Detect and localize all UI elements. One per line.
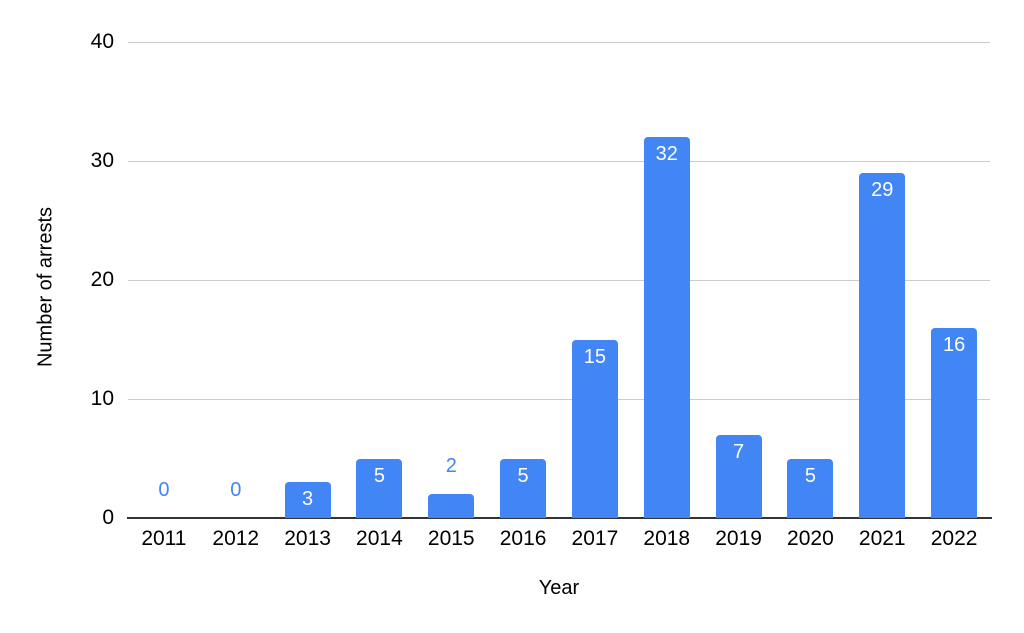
bar-2014 [356, 458, 403, 518]
bar-2016 [500, 458, 547, 518]
bar-value-label: 5 [804, 464, 816, 487]
gridline [128, 398, 990, 400]
bar-value-label: 3 [302, 488, 314, 511]
x-axis-title: Year [538, 577, 580, 599]
bar-value-label: 15 [583, 345, 607, 368]
bar-2013 [284, 482, 331, 518]
bar-value-label: 0 [230, 479, 242, 501]
x-tick-label: 2021 [858, 527, 906, 550]
bar-value-label: 16 [942, 333, 966, 356]
x-tick-label: 2012 [212, 527, 260, 550]
bar-2021 [859, 172, 906, 518]
x-tick-label: 2016 [499, 527, 547, 550]
bar-value-label: 32 [655, 143, 678, 166]
x-axis-baseline [127, 517, 992, 519]
x-tick-label: 2013 [284, 527, 331, 550]
bar-value-label: 7 [733, 440, 745, 463]
bar-2019 [715, 434, 762, 518]
x-tick-label: 2022 [930, 527, 978, 550]
y-tick-label: 0 [102, 506, 114, 529]
bar-2017 [571, 339, 618, 518]
x-tick-label: 2014 [356, 527, 403, 550]
y-tick-label: 10 [90, 387, 114, 410]
y-tick-label: 20 [90, 268, 114, 291]
gridline [128, 279, 990, 281]
bar-value-label: 5 [373, 464, 385, 487]
bar-2022 [931, 327, 978, 518]
x-tick-label: 2018 [643, 527, 691, 550]
x-tick-label: 2015 [427, 527, 475, 550]
y-tick-label: 30 [90, 149, 114, 172]
y-axis-title: Number of arrests [34, 206, 57, 368]
gridline [128, 160, 990, 162]
x-tick-label: 2017 [571, 527, 619, 550]
y-tick-label: 40 [90, 30, 114, 53]
bar-value-label: 5 [517, 464, 529, 487]
gridline [128, 41, 990, 43]
plot-area: 0 10 20 30 40 0 2011 0 2012 3 2013 5 2014 2 2015 5 2016 1… [91, 30, 992, 550]
bar-2018 [643, 137, 690, 518]
bar-2020 [787, 458, 834, 518]
bar-2015 [428, 494, 475, 518]
x-tick-label: 2020 [787, 527, 834, 550]
x-tick-label: 2011 [141, 527, 187, 550]
x-tick-label: 2019 [715, 527, 762, 550]
bar-value-label: 0 [158, 479, 170, 501]
bar-value-label: 29 [871, 178, 894, 201]
bar-value-label: 2 [445, 455, 457, 478]
